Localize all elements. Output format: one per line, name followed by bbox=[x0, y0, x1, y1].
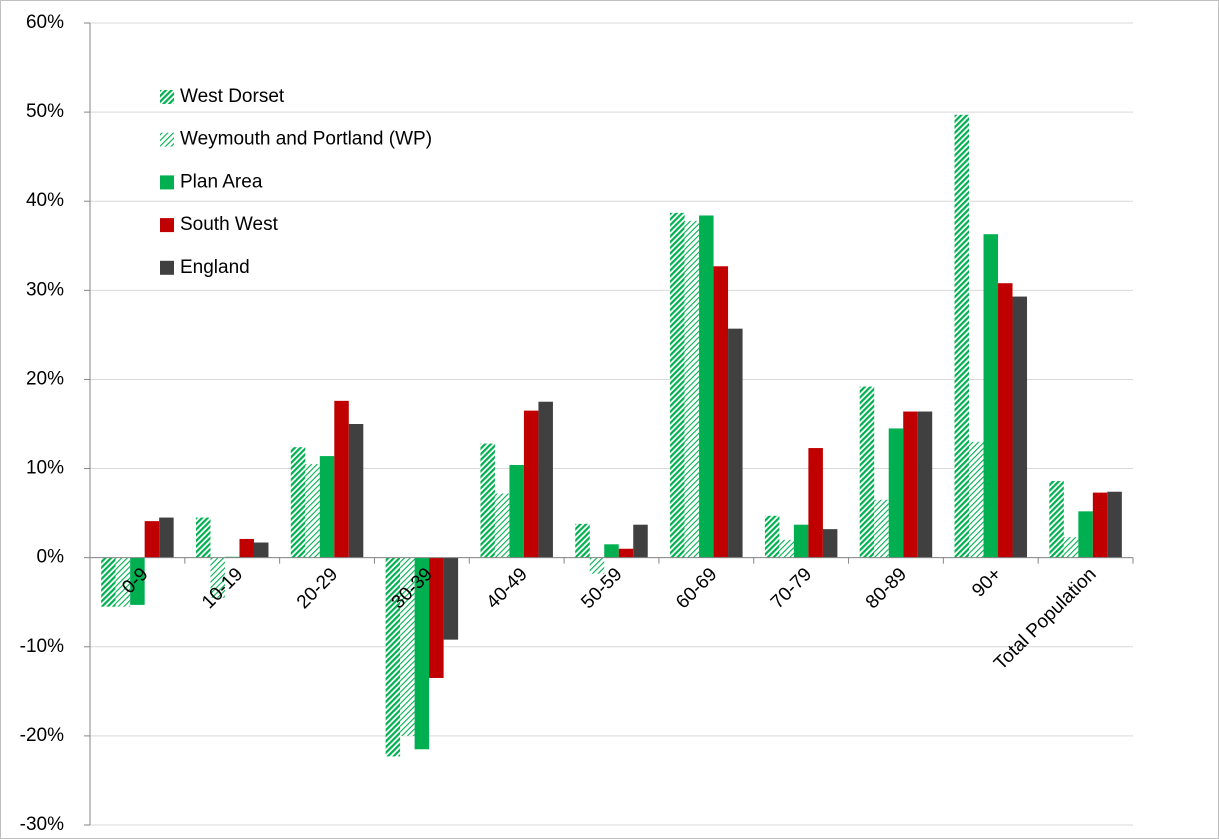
bar bbox=[969, 441, 984, 558]
y-tick-label: 10% bbox=[26, 458, 64, 479]
bar bbox=[888, 428, 904, 558]
y-tick-label: 30% bbox=[26, 279, 64, 300]
bar bbox=[429, 557, 444, 678]
bar bbox=[443, 557, 459, 640]
bar bbox=[1049, 481, 1064, 558]
bar bbox=[253, 542, 269, 558]
bar bbox=[414, 557, 430, 750]
bar bbox=[589, 557, 605, 574]
bar bbox=[494, 493, 510, 558]
bar bbox=[101, 557, 116, 607]
bar bbox=[604, 544, 619, 558]
y-tick-label: -30% bbox=[20, 814, 64, 835]
legend-label: England bbox=[180, 257, 250, 278]
bar bbox=[983, 234, 999, 558]
y-tick-label: -10% bbox=[20, 636, 64, 657]
bar bbox=[334, 400, 349, 558]
bar bbox=[793, 524, 809, 558]
y-tick-label: 40% bbox=[26, 190, 64, 211]
bar bbox=[305, 464, 320, 558]
legend-label: Plan Area bbox=[180, 171, 263, 192]
bar bbox=[575, 523, 590, 558]
bar bbox=[998, 283, 1013, 558]
bar bbox=[239, 538, 254, 558]
bar bbox=[670, 212, 685, 558]
bar bbox=[480, 443, 495, 558]
bar bbox=[195, 517, 211, 558]
bar bbox=[1012, 296, 1028, 558]
bar bbox=[1063, 537, 1079, 558]
legend-swatch bbox=[160, 90, 174, 104]
bar bbox=[618, 548, 634, 558]
bar bbox=[385, 557, 401, 757]
bar bbox=[1078, 511, 1093, 558]
legend-swatch bbox=[160, 132, 174, 147]
y-tick-label: 0% bbox=[37, 547, 65, 568]
legend-swatch bbox=[160, 218, 174, 233]
bar bbox=[633, 524, 648, 558]
y-tick-label: 20% bbox=[26, 368, 64, 389]
bar bbox=[210, 557, 225, 598]
bar bbox=[954, 114, 970, 558]
bar bbox=[509, 464, 524, 558]
bar bbox=[779, 539, 794, 558]
y-tick-label: 50% bbox=[26, 101, 64, 122]
bar bbox=[319, 456, 335, 558]
bar bbox=[699, 215, 714, 558]
bar bbox=[400, 557, 415, 736]
y-tick-label: -20% bbox=[20, 725, 64, 746]
bar bbox=[348, 424, 364, 558]
bar bbox=[874, 499, 889, 558]
bar bbox=[159, 517, 174, 558]
bar bbox=[822, 529, 838, 558]
bar bbox=[115, 557, 131, 607]
y-tick-label: 60% bbox=[26, 12, 64, 33]
legend-swatch bbox=[160, 175, 174, 190]
bar bbox=[917, 411, 933, 558]
bar bbox=[764, 515, 780, 558]
bar bbox=[130, 557, 145, 605]
legend-label: South West bbox=[180, 214, 279, 235]
bar bbox=[144, 521, 160, 558]
bar bbox=[859, 386, 875, 558]
bar bbox=[903, 411, 918, 558]
bar bbox=[808, 448, 823, 558]
legend-label: Weymouth and Portland (WP) bbox=[180, 129, 432, 150]
bar bbox=[728, 328, 743, 558]
bar bbox=[523, 410, 539, 558]
bar bbox=[1107, 491, 1122, 558]
bar bbox=[538, 401, 553, 558]
legend-swatch bbox=[160, 260, 174, 275]
bar bbox=[684, 220, 700, 558]
legend-label: West Dorset bbox=[180, 86, 285, 107]
bar bbox=[713, 266, 729, 558]
bar bbox=[290, 447, 306, 558]
bar bbox=[1092, 492, 1108, 558]
